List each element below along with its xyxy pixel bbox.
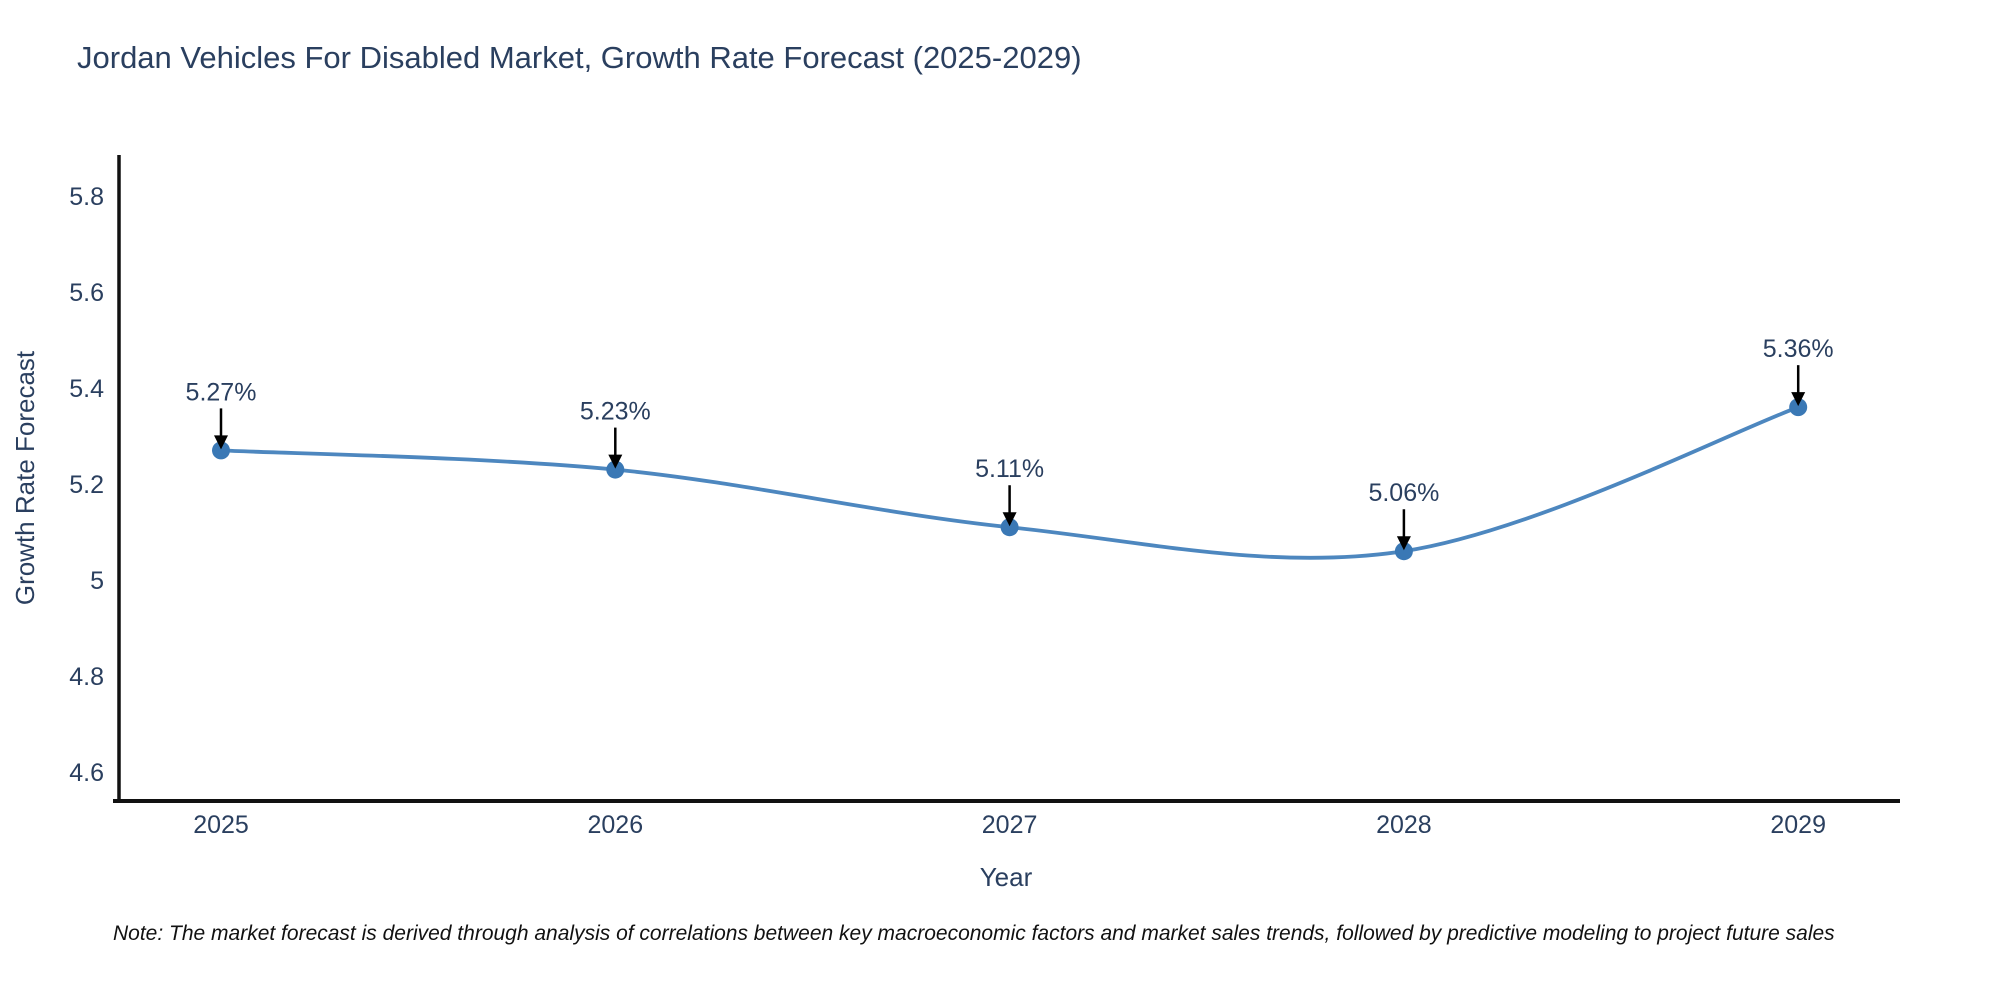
data-point-marker: [1000, 518, 1019, 537]
x-tick-label: 2025: [193, 811, 249, 839]
y-tick-label: 5.8: [69, 183, 104, 211]
x-tick-label: 2028: [1376, 811, 1432, 839]
chart-title: Jordan Vehicles For Disabled Market, Gro…: [77, 40, 1082, 75]
x-tick-label: 2026: [587, 811, 643, 839]
data-point-label: 5.36%: [1763, 335, 1834, 363]
data-point-marker: [1394, 542, 1413, 561]
y-tick-label: 4.8: [69, 663, 104, 691]
annotation-arrowhead-icon: [214, 435, 228, 450]
data-point-label: 5.23%: [580, 398, 651, 426]
x-axis-title: Year: [980, 862, 1033, 892]
data-point-label: 5.27%: [186, 378, 257, 406]
y-axis-title: Growth Rate Forecast: [10, 350, 40, 605]
plot-area: 5.8 5.6 5.4 5.2 5 4.8 4.6 2025 2026 2027 2028 2029 5…: [69, 155, 1900, 839]
annotation-arrowhead-icon: [608, 454, 623, 469]
annotation-arrowhead-icon: [1002, 512, 1017, 527]
y-tick-label: 5: [90, 567, 104, 595]
annotation-arrowhead-icon: [1791, 392, 1806, 407]
data-point-label: 5.06%: [1368, 479, 1439, 507]
y-tick-label: 5.6: [69, 279, 104, 307]
data-point-marker: [606, 460, 625, 479]
footnote: Note: The market forecast is derived thr…: [113, 922, 1835, 945]
y-tick-label: 5.2: [69, 471, 104, 499]
annotation-arrowhead-icon: [1396, 536, 1411, 551]
x-tick-label: 2027: [982, 811, 1038, 839]
y-tick-label: 5.4: [69, 375, 104, 403]
data-point-label: 5.11%: [975, 455, 1044, 483]
x-tick-label: 2029: [1770, 811, 1826, 839]
data-point-marker: [212, 441, 230, 460]
y-tick-label: 4.6: [69, 759, 104, 787]
data-point-marker: [1789, 398, 1808, 417]
